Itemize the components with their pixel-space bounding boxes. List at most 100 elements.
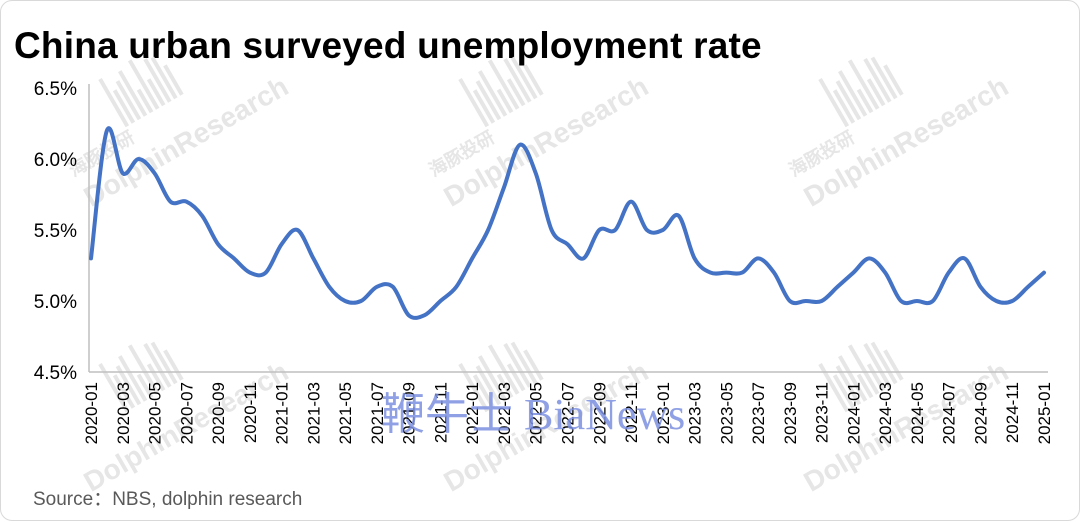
data-point: [597, 228, 601, 232]
data-point: [343, 299, 347, 303]
data-point: [613, 228, 617, 232]
watermark-bar-icon: [838, 70, 868, 117]
watermark-bar-icon: [472, 374, 496, 409]
data-point: [851, 271, 855, 275]
data-point: [947, 271, 951, 275]
watermark-bar-icon: [458, 363, 490, 413]
data-point: [423, 313, 427, 317]
watermark-bar-icon: [496, 373, 514, 399]
data-point: [121, 171, 125, 175]
data-point: [550, 228, 554, 232]
watermark-bar-icon: [136, 88, 154, 114]
data-point: [645, 228, 649, 232]
watermark-bar-icon: [866, 78, 886, 107]
data-point: [883, 271, 887, 275]
data-point: [931, 299, 935, 303]
watermark-bar-icon: [127, 344, 160, 395]
watermark-bar-icon: [856, 373, 874, 399]
x-tick-label: 2020-05: [146, 382, 165, 444]
x-tick-label: 2020-01: [82, 382, 101, 444]
data-point: [137, 157, 141, 161]
x-tick-label: 2020-11: [241, 382, 260, 443]
data-point: [375, 285, 379, 289]
watermark-bar-icon: [866, 363, 886, 392]
watermark-bar-icon: [503, 342, 532, 388]
watermark-bar-icon: [115, 365, 142, 406]
x-tick-label: 2023-03: [686, 382, 705, 444]
watermark-bar-icon: [475, 365, 502, 406]
x-tick-label: 2022-11: [622, 382, 641, 443]
x-tick-label: 2022-05: [527, 382, 546, 444]
watermark-bar-icon: [458, 78, 490, 128]
data-point: [788, 299, 792, 303]
data-point: [836, 285, 840, 289]
x-tick-label: 2021-05: [336, 382, 355, 444]
x-tick-label: 2024-09: [971, 382, 990, 444]
data-point: [994, 299, 998, 303]
data-point: [105, 129, 109, 133]
watermark-bar-icon: [832, 374, 856, 409]
watermark-bar-icon: [510, 341, 538, 385]
watermark-bar-icon: [883, 64, 904, 96]
watermark-bar-icon: [146, 78, 166, 107]
y-tick-label: 5.0%: [34, 292, 77, 313]
x-tick-label: 2022-07: [559, 382, 578, 444]
data-point: [280, 242, 284, 246]
watermark-bar-icon: [163, 64, 184, 96]
x-tick-label: 2024-05: [908, 382, 927, 444]
watermark-bar-icon: [870, 56, 898, 100]
data-point: [216, 242, 220, 246]
y-tick-label: 6.0%: [34, 150, 77, 171]
data-point: [1010, 299, 1014, 303]
watermark-bar-icon: [98, 78, 130, 128]
watermark-bar-icon: [472, 89, 496, 124]
data-point: [581, 256, 585, 260]
data-point: [534, 171, 538, 175]
data-point: [804, 299, 808, 303]
watermark-bar-icon: [146, 363, 166, 392]
data-point: [1042, 271, 1046, 275]
data-point: [708, 271, 712, 275]
watermark-bar-icon: [847, 59, 880, 110]
data-point: [661, 228, 665, 232]
x-tick-label: 2022-09: [590, 382, 609, 444]
watermark-bar-icon: [496, 88, 514, 114]
watermark-bar-icon: [143, 342, 172, 388]
data-point: [470, 256, 474, 260]
data-point: [248, 271, 252, 275]
data-point: [438, 299, 442, 303]
data-point: [486, 228, 490, 232]
data-point: [629, 200, 633, 204]
watermark-bar-icon: [818, 363, 850, 413]
watermark-bar-icon: [478, 70, 508, 117]
x-tick-label: 2021-09: [400, 382, 419, 444]
data-point: [820, 299, 824, 303]
watermark-bar-icon: [883, 349, 904, 381]
x-tick-label: 2021-01: [273, 382, 292, 444]
data-point: [566, 242, 570, 246]
data-point: [772, 271, 776, 275]
data-point: [724, 271, 728, 275]
data-point: [1026, 285, 1030, 289]
x-tick-label: 2023-09: [781, 382, 800, 444]
x-tick-label: 2024-01: [844, 382, 863, 444]
watermark-bar-icon: [143, 57, 172, 103]
watermark-bar-icon: [118, 355, 148, 402]
series-line: [89, 126, 1046, 320]
watermark-bar-icon: [523, 64, 544, 96]
y-tick-label: 6.5%: [34, 79, 77, 100]
data-point: [740, 271, 744, 275]
data-point: [311, 256, 315, 260]
data-point: [915, 299, 919, 303]
watermark-bar-icon: [503, 57, 532, 103]
x-tick-label: 2024-11: [1003, 382, 1022, 443]
data-point: [295, 228, 299, 232]
x-tick-label: 2021-03: [304, 382, 323, 444]
x-tick-label: 2023-11: [813, 382, 832, 443]
data-point: [454, 285, 458, 289]
x-tick-label: 2020-09: [209, 382, 228, 444]
watermark-bar-icon: [863, 342, 892, 388]
